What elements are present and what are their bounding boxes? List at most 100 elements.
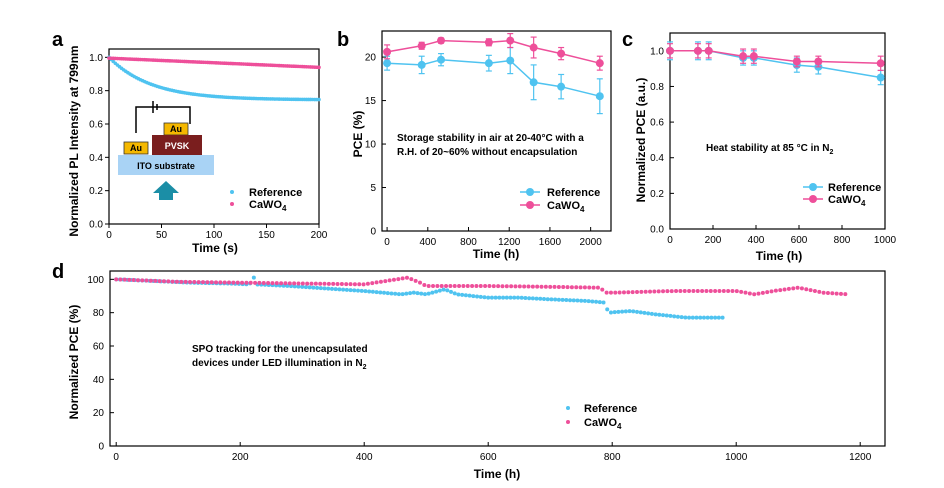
au-electrode-left (123, 141, 149, 155)
panel-d-data-point (356, 288, 360, 293)
panel-d-data-point (445, 288, 450, 293)
panel-c-annotation-text: Heat stability at 85 °C in N (706, 143, 829, 154)
panel-d-data-point (830, 291, 835, 296)
panel-d-data-point (489, 295, 494, 300)
panel-d-data-point (422, 292, 427, 297)
panel-d-data-point (526, 284, 531, 289)
legend-a-cawo4-subscript: 4 (282, 204, 287, 213)
panel-b-data-point (557, 82, 566, 91)
panel-d-data-point (542, 297, 546, 301)
panel-c-y-tick-label: 0.6 (650, 118, 664, 129)
panel-d-x-tick-label: 0 (113, 452, 119, 463)
legend-d-cawo4-marker (566, 420, 570, 424)
panel-b-data-point (383, 47, 392, 56)
panel-d-data-point (730, 289, 735, 293)
panel-d-data-point (522, 284, 527, 289)
panel-d-data-point (357, 282, 362, 287)
panel-d-data-point (604, 290, 609, 295)
panel-d-data-point (778, 288, 783, 293)
panel-d-data-point (475, 294, 480, 299)
panel-d-data-point (635, 309, 639, 314)
panel-d-data-point (568, 298, 573, 303)
panel-c-x-tick-label: 600 (791, 235, 808, 246)
panel-d-data-point (352, 288, 357, 293)
panel-d-data-point (527, 296, 532, 301)
panel-d-data-point (646, 311, 651, 316)
panel-d-data-point (461, 284, 466, 288)
panel-d-data-point (678, 289, 683, 293)
panel-d-data-point (704, 289, 709, 293)
legend-a-reference-marker (230, 190, 234, 194)
panel-d-data-point (504, 295, 509, 300)
panel-d-data-point (174, 279, 179, 284)
panel-d-data-point (668, 313, 673, 318)
panel-d-data-point (708, 289, 713, 293)
panel-d-x-tick-label: 800 (604, 452, 621, 463)
au-left-label: Au (130, 143, 142, 153)
panel-d-data-point (365, 281, 370, 286)
panel-b-data-point (595, 92, 604, 101)
panel-d-data-point (274, 281, 279, 286)
panel-d-data-point (653, 312, 658, 317)
panel-d-data-point (661, 289, 666, 294)
panel-d-data-point (292, 281, 297, 286)
panel-c-x-tick-label: 200 (705, 235, 722, 246)
panel-d-data-point (700, 289, 705, 293)
panel-d-data-point (214, 280, 219, 285)
panel-d-data-point (341, 287, 346, 292)
panel-label-a: a (52, 29, 64, 51)
panel-d-data-point (597, 300, 602, 305)
panel-d-data-point (118, 277, 123, 282)
panel-c-y-label: Normalized PCE (a.u.) (634, 78, 648, 203)
panel-d-annotation-line1: SPO tracking for the unencapsulated (192, 344, 368, 355)
panel-d-data-point (201, 280, 205, 285)
panel-d-data-point (487, 284, 492, 289)
panel-d-data-point (257, 280, 262, 285)
panel-d-data-point (579, 298, 584, 303)
panel-d-data-point (448, 284, 453, 288)
panel-d-data-point (382, 290, 387, 295)
panel-d-data-point (652, 289, 657, 294)
panel-d-data-point (385, 291, 390, 296)
panel-d-data-point (694, 315, 699, 320)
panel-b-series-reference (383, 46, 604, 115)
legend-d-cawo4-text: CaWO (584, 417, 617, 429)
panel-d-data-point (318, 286, 323, 291)
panel-d-data-point (786, 286, 791, 291)
panel-d-data-point (370, 289, 375, 294)
panel-d-data-point (474, 284, 479, 288)
panel-d-data-point (643, 289, 648, 294)
panel-d-data-point (409, 277, 414, 282)
panel-d-data-point (617, 290, 622, 295)
panel-d-data-point (426, 291, 431, 296)
panel-d-data-point (501, 295, 506, 300)
panel-c-data-point (792, 57, 801, 66)
panel-d-data-point (838, 291, 843, 296)
panel-d-data-point (509, 284, 514, 289)
legend-b-reference-label: Reference (547, 187, 600, 199)
panel-d-data-point (114, 277, 119, 282)
panel-a-x-tick-label: 50 (156, 230, 168, 241)
panel-d-data-point (734, 289, 739, 294)
legend-c-reference-marker (809, 183, 817, 191)
panel-d-data-point (701, 315, 706, 320)
panel-d-data-point (705, 315, 710, 320)
panel-d-data-point (408, 291, 413, 296)
legend-d-cawo4-label: CaWO4 (584, 417, 622, 431)
panel-d-data-point (430, 290, 435, 295)
panel-d-data-point (400, 292, 405, 297)
panel-b: b PCE (%) Time (h) Storage stability in … (337, 29, 612, 261)
panel-d-data-point (261, 280, 266, 285)
panel-a-y-tick-label: 1.0 (89, 53, 103, 64)
panel-d-data-point (556, 297, 561, 302)
panel-a-x-label: Time (s) (192, 241, 238, 255)
panel-d-data-point (743, 290, 748, 295)
panel-b-annotation-line2: R.H. of 20~60% without encapsulation (397, 147, 577, 158)
panel-d-data-point (613, 290, 618, 295)
panel-d-data-point (483, 284, 488, 288)
panel-d-data-point (348, 288, 353, 293)
panel-d-data-point (672, 314, 677, 319)
panel-d-y-tick-label: 0 (98, 442, 104, 453)
panel-c: c Normalized PCE (a.u.) Time (h) Heat st… (622, 29, 897, 263)
panel-c-annotation-subscript: 2 (829, 149, 833, 156)
